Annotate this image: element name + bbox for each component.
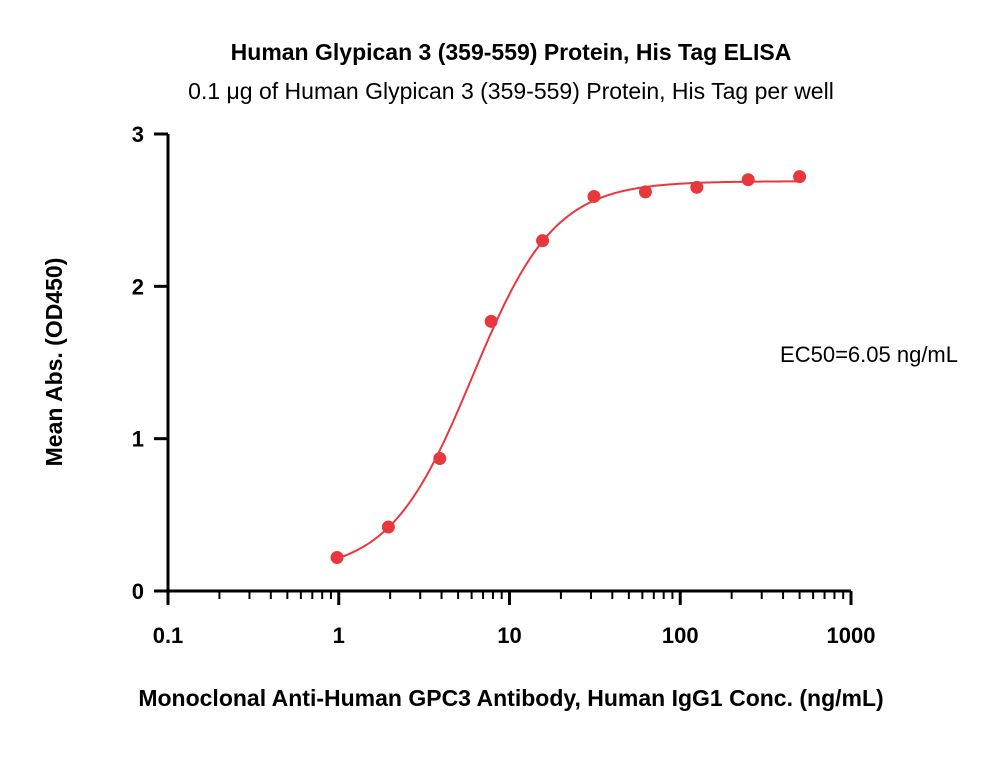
chart-subtitle: 0.1 μg of Human Glypican 3 (359-559) Pro… [188,78,834,104]
y-tick-label: 2 [132,274,144,299]
fit-curve [336,180,800,560]
y-tick-label: 3 [132,122,144,147]
axes [166,134,851,593]
data-point [587,189,601,203]
chart-title: Human Glypican 3 (359-559) Protein, His … [231,39,792,65]
x-tick-label: 100 [662,623,699,648]
x-axis-label: Monoclonal Anti-Human GPC3 Antibody, Hum… [138,685,883,711]
x-tick-label: 0.1 [153,623,184,648]
data-point [690,180,704,194]
data-point [433,451,447,465]
x-tick-label: 1 [333,623,345,648]
data-point [381,520,395,534]
data-point [793,170,807,184]
data-point [741,173,755,187]
ec50-annotation: EC50=6.05 ng/mL [780,342,958,367]
x-tick-label: 1000 [827,623,876,648]
x-tick-label: 10 [497,623,521,648]
x-axis-ticks: 0.1 1 10 100 1000 [153,591,876,648]
data-point [330,550,344,564]
data-point [638,185,652,199]
y-tick-label: 0 [132,579,144,604]
data-points [330,170,807,564]
y-axis-label: Mean Abs. (OD450) [41,258,67,467]
y-axis-ticks: 0 1 2 3 [132,122,168,604]
fit-curve-layer [336,180,800,560]
data-point [484,314,498,328]
y-tick-label: 1 [132,427,144,452]
data-point [536,234,550,248]
